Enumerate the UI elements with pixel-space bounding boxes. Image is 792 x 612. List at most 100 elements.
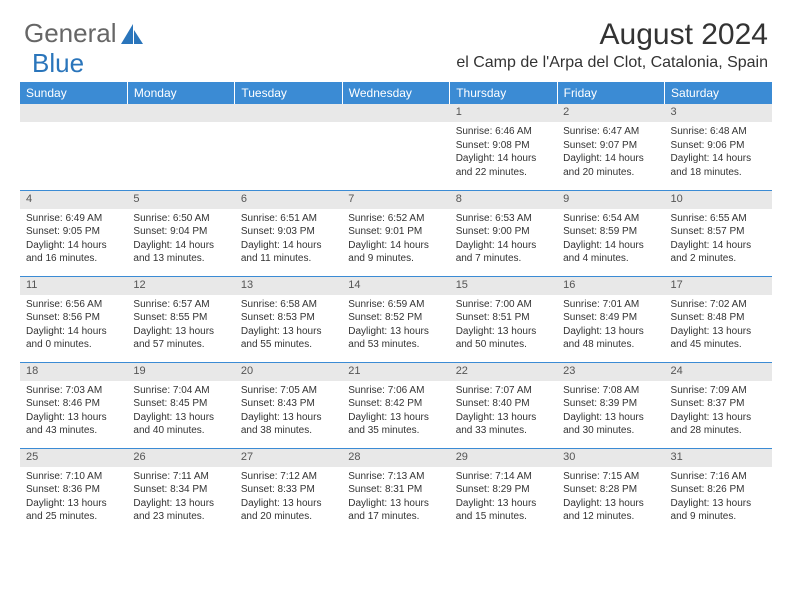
calendar-day-cell: 5Sunrise: 6:50 AMSunset: 9:04 PMDaylight…	[127, 190, 234, 276]
day-number	[127, 104, 234, 122]
day-details: Sunrise: 7:00 AMSunset: 8:51 PMDaylight:…	[450, 295, 557, 355]
day-detail-line: Sunset: 8:37 PM	[671, 397, 766, 411]
day-number: 21	[342, 363, 449, 381]
day-detail-line: Sunset: 8:53 PM	[241, 311, 336, 325]
day-detail-line: Sunset: 9:00 PM	[456, 225, 551, 239]
day-detail-line: Sunset: 8:36 PM	[26, 483, 121, 497]
day-details: Sunrise: 7:07 AMSunset: 8:40 PMDaylight:…	[450, 381, 557, 441]
day-detail-line: Daylight: 13 hours	[26, 497, 121, 511]
day-number: 13	[235, 277, 342, 295]
day-detail-line: Daylight: 13 hours	[241, 497, 336, 511]
day-detail-line: and 20 minutes.	[241, 510, 336, 524]
day-detail-line: Daylight: 13 hours	[133, 497, 228, 511]
day-details: Sunrise: 7:04 AMSunset: 8:45 PMDaylight:…	[127, 381, 234, 441]
day-detail-line: and 23 minutes.	[133, 510, 228, 524]
day-detail-line: Daylight: 13 hours	[671, 325, 766, 339]
day-number	[20, 104, 127, 122]
day-detail-line: Sunrise: 7:02 AM	[671, 298, 766, 312]
day-number: 18	[20, 363, 127, 381]
calendar-day-cell: 31Sunrise: 7:16 AMSunset: 8:26 PMDayligh…	[665, 448, 772, 534]
day-detail-line: Daylight: 13 hours	[348, 411, 443, 425]
day-details: Sunrise: 6:48 AMSunset: 9:06 PMDaylight:…	[665, 122, 772, 182]
month-title: August 2024	[456, 18, 768, 52]
day-detail-line: Sunrise: 6:58 AM	[241, 298, 336, 312]
day-detail-line: Daylight: 13 hours	[241, 411, 336, 425]
day-details: Sunrise: 7:13 AMSunset: 8:31 PMDaylight:…	[342, 467, 449, 527]
day-detail-line: Daylight: 14 hours	[671, 239, 766, 253]
day-detail-line: Sunset: 8:28 PM	[563, 483, 658, 497]
calendar-day-cell: 24Sunrise: 7:09 AMSunset: 8:37 PMDayligh…	[665, 362, 772, 448]
day-detail-line: Sunrise: 6:52 AM	[348, 212, 443, 226]
logo: General	[24, 18, 145, 49]
day-number: 1	[450, 104, 557, 122]
day-details: Sunrise: 7:16 AMSunset: 8:26 PMDaylight:…	[665, 467, 772, 527]
day-number: 23	[557, 363, 664, 381]
day-detail-line: Sunset: 8:57 PM	[671, 225, 766, 239]
calendar-day-cell: 29Sunrise: 7:14 AMSunset: 8:29 PMDayligh…	[450, 448, 557, 534]
calendar-day-cell: 1Sunrise: 6:46 AMSunset: 9:08 PMDaylight…	[450, 104, 557, 190]
day-number: 2	[557, 104, 664, 122]
day-detail-line: Sunrise: 7:04 AM	[133, 384, 228, 398]
calendar-day-cell: 30Sunrise: 7:15 AMSunset: 8:28 PMDayligh…	[557, 448, 664, 534]
calendar-day-cell: 22Sunrise: 7:07 AMSunset: 8:40 PMDayligh…	[450, 362, 557, 448]
weekday-header: Wednesday	[342, 82, 449, 104]
day-detail-line: and 7 minutes.	[456, 252, 551, 266]
day-details	[20, 122, 127, 128]
calendar-day-cell: 12Sunrise: 6:57 AMSunset: 8:55 PMDayligh…	[127, 276, 234, 362]
day-detail-line: Sunset: 8:40 PM	[456, 397, 551, 411]
day-detail-line: Sunset: 8:34 PM	[133, 483, 228, 497]
day-number: 26	[127, 449, 234, 467]
day-detail-line: Sunset: 8:46 PM	[26, 397, 121, 411]
day-details: Sunrise: 6:55 AMSunset: 8:57 PMDaylight:…	[665, 209, 772, 269]
day-detail-line: Daylight: 13 hours	[563, 325, 658, 339]
day-number	[235, 104, 342, 122]
day-detail-line: and 2 minutes.	[671, 252, 766, 266]
day-detail-line: Daylight: 14 hours	[26, 325, 121, 339]
day-detail-line: Daylight: 13 hours	[671, 411, 766, 425]
day-details	[235, 122, 342, 128]
day-detail-line: and 50 minutes.	[456, 338, 551, 352]
calendar-week-row: 18Sunrise: 7:03 AMSunset: 8:46 PMDayligh…	[20, 362, 772, 448]
calendar-day-cell: 8Sunrise: 6:53 AMSunset: 9:00 PMDaylight…	[450, 190, 557, 276]
day-detail-line: Sunset: 8:33 PM	[241, 483, 336, 497]
day-detail-line: and 15 minutes.	[456, 510, 551, 524]
day-detail-line: Sunrise: 6:47 AM	[563, 125, 658, 139]
day-details: Sunrise: 6:58 AMSunset: 8:53 PMDaylight:…	[235, 295, 342, 355]
day-detail-line: and 18 minutes.	[671, 166, 766, 180]
calendar-day-cell: 3Sunrise: 6:48 AMSunset: 9:06 PMDaylight…	[665, 104, 772, 190]
day-details	[342, 122, 449, 128]
day-detail-line: Sunset: 8:51 PM	[456, 311, 551, 325]
day-detail-line: Daylight: 14 hours	[563, 152, 658, 166]
day-number: 4	[20, 191, 127, 209]
day-details: Sunrise: 7:11 AMSunset: 8:34 PMDaylight:…	[127, 467, 234, 527]
day-details: Sunrise: 6:52 AMSunset: 9:01 PMDaylight:…	[342, 209, 449, 269]
day-detail-line: and 0 minutes.	[26, 338, 121, 352]
day-detail-line: Sunrise: 7:08 AM	[563, 384, 658, 398]
day-detail-line: and 13 minutes.	[133, 252, 228, 266]
day-details: Sunrise: 6:47 AMSunset: 9:07 PMDaylight:…	[557, 122, 664, 182]
calendar-day-cell: 9Sunrise: 6:54 AMSunset: 8:59 PMDaylight…	[557, 190, 664, 276]
day-details: Sunrise: 6:59 AMSunset: 8:52 PMDaylight:…	[342, 295, 449, 355]
day-detail-line: Sunrise: 7:03 AM	[26, 384, 121, 398]
day-detail-line: Sunrise: 7:05 AM	[241, 384, 336, 398]
day-detail-line: Sunrise: 7:06 AM	[348, 384, 443, 398]
day-number: 22	[450, 363, 557, 381]
title-block: August 2024 el Camp de l'Arpa del Clot, …	[456, 18, 768, 72]
day-number: 14	[342, 277, 449, 295]
day-detail-line: Sunrise: 6:46 AM	[456, 125, 551, 139]
day-number: 24	[665, 363, 772, 381]
weekday-header: Saturday	[665, 82, 772, 104]
day-number: 28	[342, 449, 449, 467]
day-detail-line: and 38 minutes.	[241, 424, 336, 438]
day-detail-line: Sunrise: 7:01 AM	[563, 298, 658, 312]
day-detail-line: Daylight: 13 hours	[241, 325, 336, 339]
day-details: Sunrise: 7:03 AMSunset: 8:46 PMDaylight:…	[20, 381, 127, 441]
weekday-header: Tuesday	[235, 82, 342, 104]
calendar-week-row: 25Sunrise: 7:10 AMSunset: 8:36 PMDayligh…	[20, 448, 772, 534]
day-details: Sunrise: 7:01 AMSunset: 8:49 PMDaylight:…	[557, 295, 664, 355]
calendar-empty-cell	[342, 104, 449, 190]
day-detail-line: Daylight: 14 hours	[133, 239, 228, 253]
day-details: Sunrise: 6:50 AMSunset: 9:04 PMDaylight:…	[127, 209, 234, 269]
day-detail-line: and 45 minutes.	[671, 338, 766, 352]
day-detail-line: Daylight: 13 hours	[133, 411, 228, 425]
